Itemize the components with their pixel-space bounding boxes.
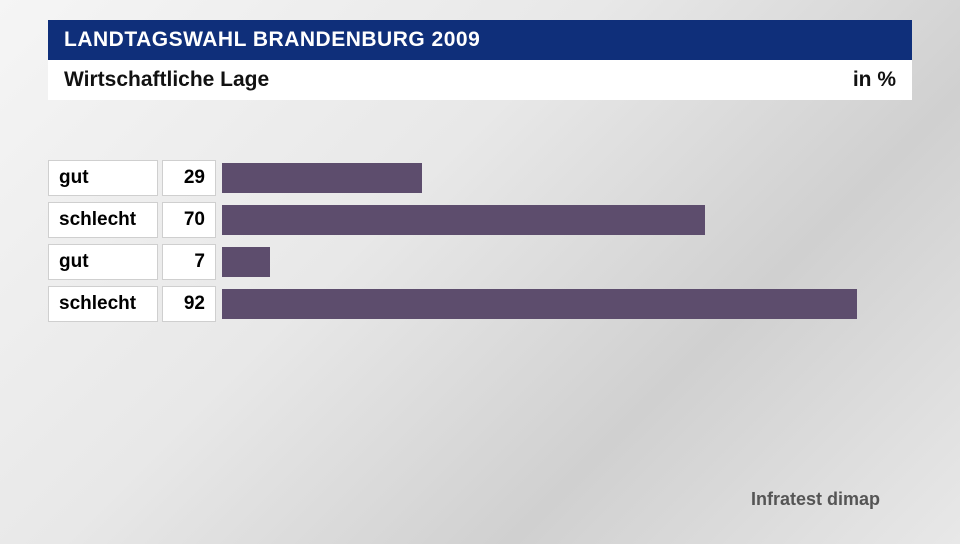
bar-row: gut 7 [48,244,912,280]
subheader-unit: in % [853,68,896,92]
bar-label: schlecht [48,202,158,238]
header-title: LANDTAGSWAHL BRANDENBURG 2009 [64,28,480,52]
source-attribution: Infratest dimap [751,489,880,510]
bar-chart: gut 29 schlecht 70 gut 7 schlecht 92 [48,160,912,434]
bar-label: gut [48,160,158,196]
bar-track [222,244,912,280]
bar-track [222,160,912,196]
subheader-title: Wirtschaftliche Lage [64,68,269,92]
bar-fill [222,205,705,235]
subheader-band: Wirtschaftliche Lage in % [48,60,912,100]
bar-row: gut 29 [48,160,912,196]
header-band: LANDTAGSWAHL BRANDENBURG 2009 [48,20,912,60]
bar-fill [222,247,270,277]
bar-track [222,286,912,322]
bar-value: 29 [162,160,216,196]
bar-label: schlecht [48,286,158,322]
bar-fill [222,289,857,319]
bar-label: gut [48,244,158,280]
bar-value: 70 [162,202,216,238]
bar-value: 92 [162,286,216,322]
bar-row: schlecht 92 [48,286,912,322]
bar-value: 7 [162,244,216,280]
bar-row: schlecht 70 [48,202,912,238]
bar-track [222,202,912,238]
bar-fill [222,163,422,193]
canvas: LANDTAGSWAHL BRANDENBURG 2009 Wirtschaft… [0,0,960,544]
